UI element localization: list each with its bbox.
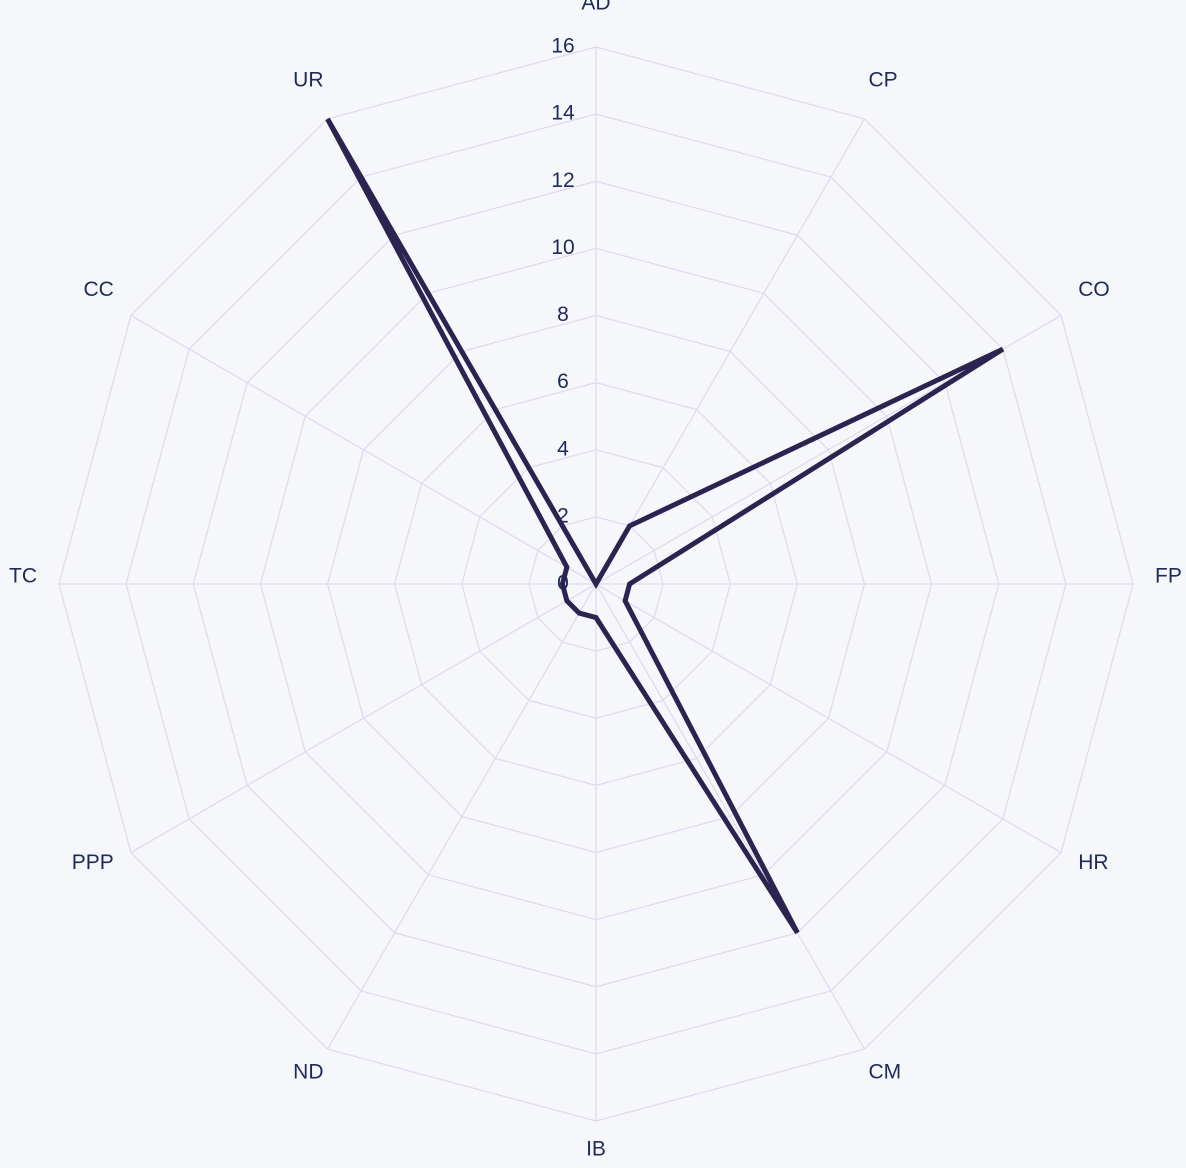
axis-label-hr: HR (1078, 851, 1108, 874)
grid (58, 46, 1134, 1122)
grid-spoke (326, 583, 597, 1050)
series-layer (325, 117, 1005, 935)
axis-label-ib: IB (586, 1138, 606, 1161)
radial-tick-label: 4 (557, 437, 569, 460)
axis-labels: AD CP CO FP HR CM IB ND PPP TC CC UR (9, 0, 1182, 1161)
axis-label-cm: CM (869, 1061, 902, 1084)
radial-tick-label: 10 (551, 236, 574, 259)
axis-label-tc: TC (9, 565, 37, 588)
series-line (325, 117, 1005, 935)
axis-label-ppp: PPP (72, 851, 114, 874)
radial-tick-label: 2 (557, 504, 569, 527)
axis-label-co: CO (1078, 278, 1110, 301)
axis-label-cc: CC (83, 278, 113, 301)
grid-spoke (595, 583, 1062, 854)
axis-label-cp: CP (869, 68, 898, 91)
radial-tick-label: 6 (557, 370, 569, 393)
radial-tick-label: 12 (551, 169, 574, 192)
radial-tick-label: 16 (551, 35, 574, 58)
radial-tick-label: 8 (557, 303, 569, 326)
grid-spoke (595, 583, 866, 1050)
axis-label-nd: ND (293, 1061, 323, 1084)
grid-spoke (130, 583, 597, 854)
radial-tick-label: 14 (551, 102, 575, 125)
axis-label-fp: FP (1155, 565, 1182, 588)
axis-label-ur: UR (293, 68, 323, 91)
grid-spoke (130, 314, 597, 585)
axis-label-ad: AD (581, 0, 610, 15)
grid-spoke (595, 118, 866, 585)
